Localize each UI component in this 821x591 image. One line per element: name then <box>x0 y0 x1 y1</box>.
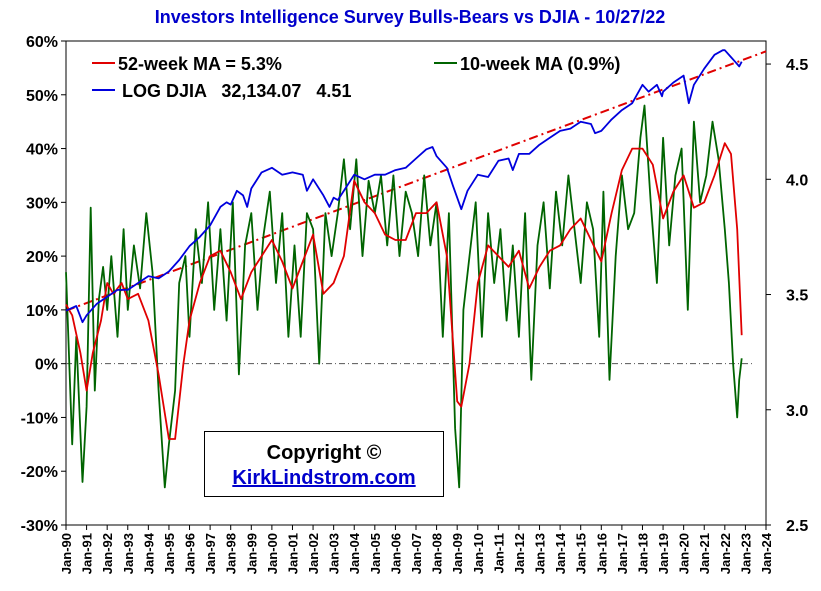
x-tick-label: Jan-98 <box>224 533 239 574</box>
left-tick-label: -20% <box>21 464 58 481</box>
x-tick-label: Jan-22 <box>718 533 733 574</box>
x-tick-label: Jan-15 <box>574 533 589 574</box>
x-tick-label: Jan-03 <box>327 533 342 574</box>
chart-title: Investors Intelligence Survey Bulls-Bear… <box>155 7 666 27</box>
x-tick-label: Jan-23 <box>738 533 753 574</box>
left-tick-label: 20% <box>26 249 58 266</box>
x-tick-label: Jan-11 <box>491 533 506 573</box>
left-tick-label: 60% <box>26 34 58 51</box>
left-tick-label: -30% <box>21 518 58 535</box>
copyright-box: Copyright © KirkLindstrom.com <box>204 431 444 497</box>
left-axis: 60% 50% 40% 30% 20% 10% 0% -10% -20% -30% <box>21 34 66 535</box>
x-tick-label: Jan-18 <box>635 533 650 574</box>
x-tick-label: Jan-07 <box>409 533 424 574</box>
x-tick-label: Jan-94 <box>141 532 156 574</box>
x-tick-label: Jan-13 <box>533 533 548 574</box>
right-tick-label: 3.0 <box>786 403 808 420</box>
x-tick-label: Jan-16 <box>594 533 609 574</box>
x-tick-label: Jan-02 <box>306 533 321 574</box>
ma52-line <box>65 142 743 440</box>
x-tick-label: Jan-04 <box>347 532 362 574</box>
left-tick-label: 30% <box>26 195 58 212</box>
x-tick-label: Jan-91 <box>80 533 95 574</box>
website-link[interactable]: KirkLindstrom.com <box>232 467 416 489</box>
x-tick-label: Jan-00 <box>265 533 280 574</box>
x-tick-label: Jan-05 <box>368 533 383 574</box>
trend-line <box>65 50 767 312</box>
series-lines <box>65 49 767 489</box>
legend: 52-week MA = 5.3% 10-week MA (0.9%) LOG … <box>92 54 620 101</box>
right-tick-label: 3.5 <box>786 288 808 305</box>
x-tick-label: Jan-92 <box>100 533 115 574</box>
x-tick-label: Jan-14 <box>553 532 568 574</box>
right-tick-label: 2.5 <box>786 518 808 535</box>
x-tick-label: Jan-21 <box>697 533 712 574</box>
x-tick-label: Jan-10 <box>471 533 486 574</box>
copyright-text: Copyright © <box>266 442 382 464</box>
x-tick-label: Jan-95 <box>162 533 177 574</box>
x-tick-label: Jan-08 <box>430 533 445 574</box>
x-tick-label: Jan-96 <box>183 533 198 574</box>
x-tick-label: Jan-97 <box>203 533 218 574</box>
legend-djia-label: LOG DJIA 32,134.07 4.51 <box>122 81 351 101</box>
x-tick-label: Jan-12 <box>512 533 527 574</box>
right-tick-label: 4.0 <box>786 172 808 189</box>
x-tick-label: Jan-01 <box>285 533 300 574</box>
left-tick-label: 10% <box>26 303 58 320</box>
x-tick-label: Jan-99 <box>244 533 259 574</box>
left-tick-label: 40% <box>26 142 58 159</box>
x-axis: Jan-90 Jan-91 Jan-92 Jan-93 Jan-94 Jan-95 Jan-… <box>59 525 774 574</box>
right-tick-label: 4.5 <box>786 57 808 74</box>
x-tick-label: Jan-93 <box>121 533 136 574</box>
left-tick-label: -10% <box>21 410 58 427</box>
legend-ma52-label: 52-week MA = 5.3% <box>118 54 282 74</box>
x-tick-label: Jan-24 <box>759 532 774 574</box>
left-tick-label: 0% <box>35 357 58 374</box>
x-tick-label: Jan-20 <box>677 533 692 574</box>
x-tick-label: Jan-17 <box>615 533 630 574</box>
djia-line <box>65 49 743 324</box>
x-tick-label: Jan-90 <box>59 533 74 574</box>
left-tick-label: 50% <box>26 88 58 105</box>
x-tick-label: Jan-09 <box>450 533 465 574</box>
legend-ma10-label: 10-week MA (0.9%) <box>460 54 620 74</box>
right-axis: 4.5 4.0 3.5 3.0 2.5 <box>766 57 808 535</box>
ma10-line <box>65 104 743 489</box>
x-tick-label: Jan-19 <box>656 533 671 574</box>
x-tick-label: Jan-06 <box>388 533 403 574</box>
